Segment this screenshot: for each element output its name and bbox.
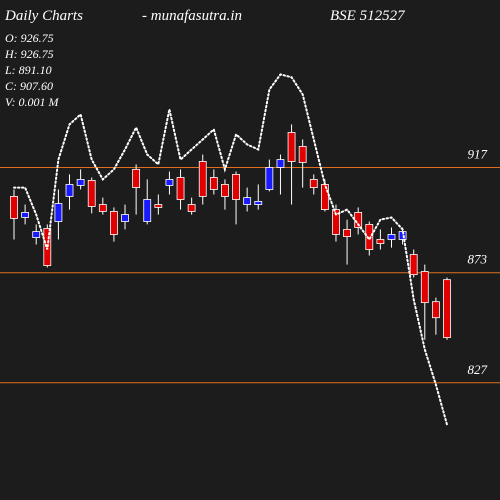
candle-body [243,197,252,205]
candle-body [32,231,41,238]
candle-body [98,204,107,212]
ohlcv-label: C: 907.60 [5,79,53,93]
candle-body [187,204,196,212]
candle-body [121,214,129,222]
candle-body [76,179,85,186]
ohlcv-label: V: 0.001 M [5,95,60,109]
candle-body [320,184,329,210]
candle-body [110,211,118,235]
symbol: BSE 512527 [330,8,406,24]
candle-body [232,174,240,200]
y-tick-label: 873 [468,252,488,267]
candle-body [54,203,63,222]
candle-body [154,204,163,208]
candle-body [376,239,385,244]
candle-body [265,167,274,190]
candle-body [87,179,96,207]
candle-body [309,179,318,188]
candle-body [387,234,396,240]
average-line [13,73,448,426]
candle-body [298,146,307,163]
candle-body [343,229,351,238]
candle-body [132,168,141,188]
ohlcv-label: O: 926.75 [5,31,54,45]
y-tick-label: 917 [468,146,488,161]
candle-body [276,159,285,168]
candle-body [332,209,340,235]
candle-body [10,196,18,219]
candle-body [221,184,229,197]
candle-body [198,161,207,197]
candle-body [443,279,451,338]
candle-body [431,301,440,319]
candle-body [176,177,185,200]
ohlcv-label: H: 926.75 [4,47,54,61]
candle-body [209,177,218,190]
candle-body [365,224,374,250]
candle-body [143,199,152,222]
candle-body [287,132,296,162]
candle-body [21,212,30,218]
candle-body [409,254,418,276]
candle-body [254,201,263,205]
candle-body [420,271,429,304]
candle-body [65,184,74,197]
y-tick-label: 827 [468,362,488,377]
chart-title: Daily Charts [4,8,83,24]
candle-body [354,212,363,228]
candle-body [165,179,174,186]
ohlcv-label: L: 891.10 [4,63,52,77]
site-name: - munafasutra.in [142,8,242,24]
